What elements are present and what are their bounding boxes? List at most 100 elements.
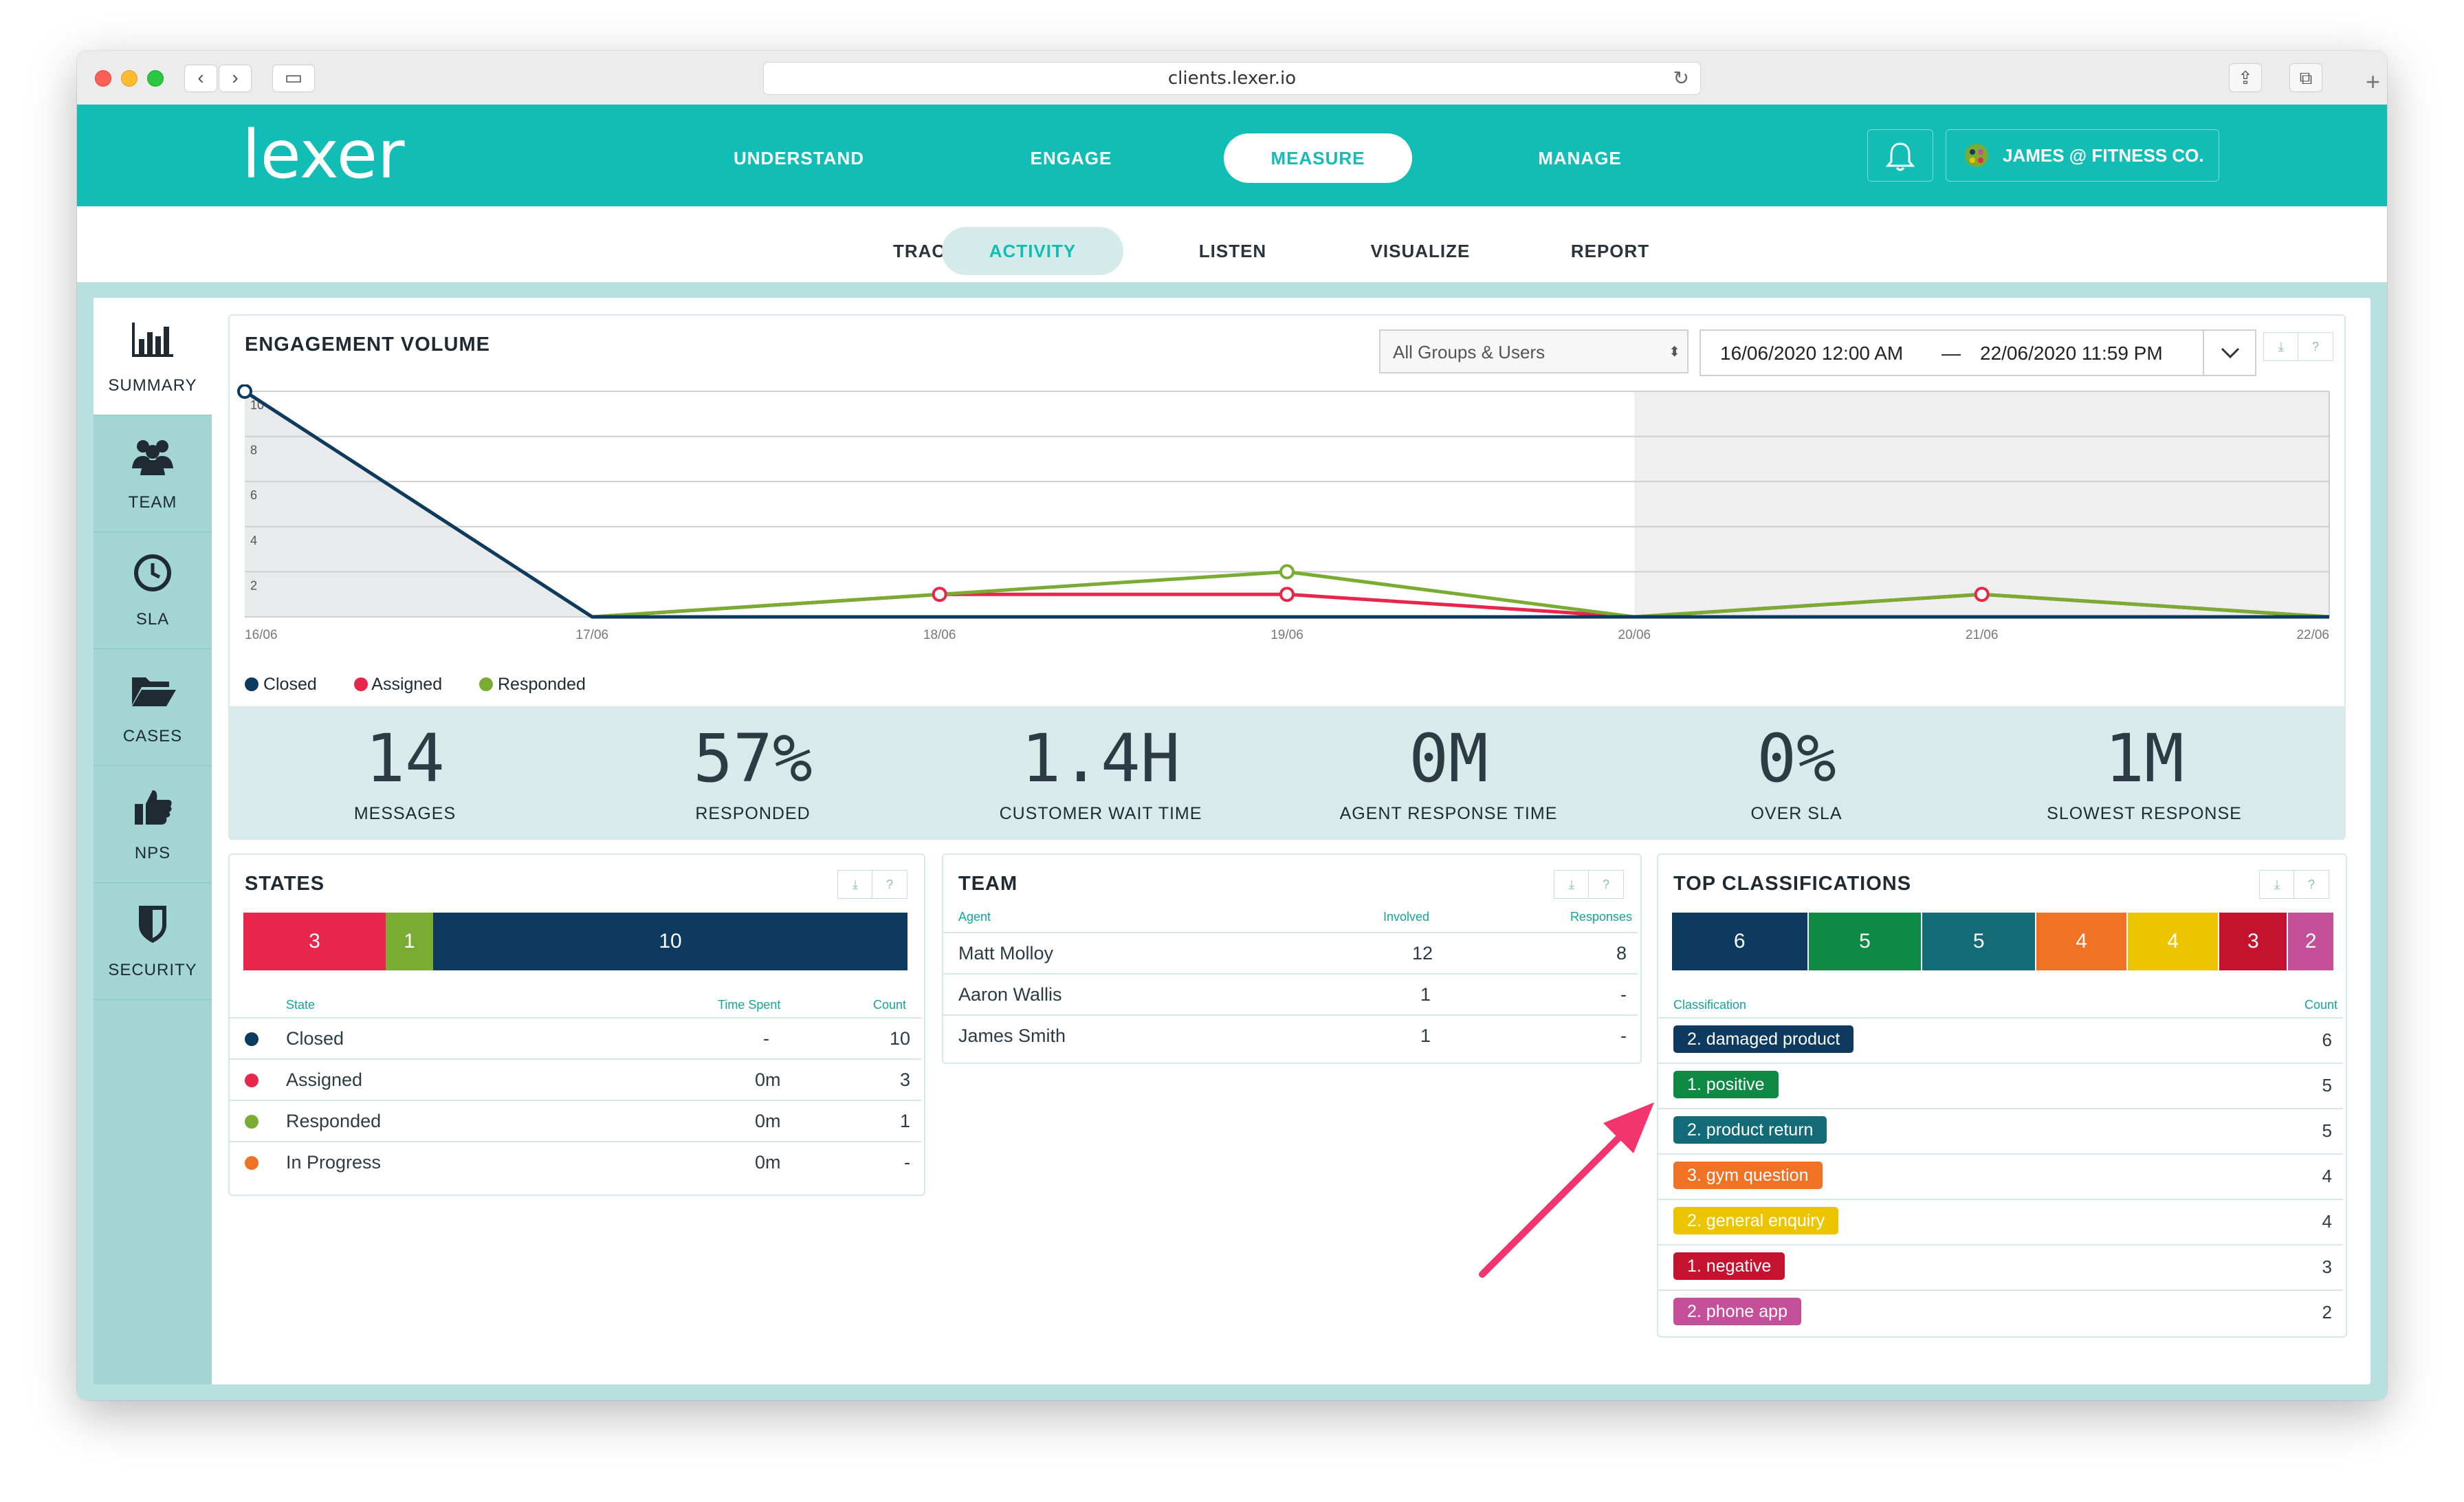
help-button[interactable]: ? xyxy=(2294,870,2329,899)
classification-tag[interactable]: 3. gym question xyxy=(1673,1162,1823,1189)
stat-label: RESPONDED xyxy=(695,804,811,823)
date-range-picker[interactable]: 16/06/2020 12:00 AM — 22/06/2020 11:59 P… xyxy=(1700,329,2256,376)
col-header-count: Count xyxy=(2304,998,2338,1012)
download-icon: ⤓ xyxy=(2274,878,2280,891)
chevron-right-icon: › xyxy=(232,67,239,88)
tabs-overview-button[interactable]: ⧉ xyxy=(2289,63,2322,92)
notifications-button[interactable] xyxy=(1867,129,1933,182)
sidebar-item-cases[interactable]: CASES xyxy=(94,649,212,766)
tab-listen[interactable]: LISTEN xyxy=(1198,241,1267,261)
nav-understand[interactable]: UNDERSTAND xyxy=(733,148,865,168)
states-bar-segment: 1 xyxy=(386,913,433,970)
date-dropdown-button[interactable] xyxy=(2203,331,2256,375)
classifications-stacked-bar: 6 5 5 4 4 3 2 xyxy=(1672,913,2333,970)
account-menu-button[interactable]: JAMES @ FITNESS CO. xyxy=(1946,129,2219,182)
data-point-assigned xyxy=(1279,587,1295,602)
tab-activity[interactable]: ACTIVITY xyxy=(942,227,1123,275)
classification-tag[interactable]: 2. damaged product xyxy=(1673,1025,1854,1053)
state-name: Responded xyxy=(286,1111,382,1131)
list-item[interactable]: 1. negative 3 xyxy=(1658,1244,2343,1291)
dashboard-panel: SUMMARY TEAM SLA xyxy=(94,298,2370,1384)
tab-report[interactable]: REPORT xyxy=(1570,241,1650,261)
sidebar-toggle-button[interactable]: ▭ xyxy=(272,65,315,92)
classification-count: 5 xyxy=(2322,1120,2332,1141)
classification-bar-segment: 5 xyxy=(1808,913,1922,970)
data-point-assigned xyxy=(1974,587,1990,602)
address-bar[interactable]: clients.lexer.io ↻ xyxy=(763,62,1701,95)
engagement-volume-card: ENGAGEMENT VOLUME All Groups & Users ⬍ 1… xyxy=(228,314,2346,840)
agent-responses: - xyxy=(1620,1025,1627,1046)
maximize-window-button[interactable] xyxy=(147,70,164,87)
agent-involved: 1 xyxy=(1420,1025,1431,1046)
download-button[interactable]: ⤓ xyxy=(2259,870,2295,899)
stat-label: SLOWEST RESPONSE xyxy=(2047,804,2242,823)
download-button[interactable]: ⤓ xyxy=(2263,332,2299,361)
agent-responses: 8 xyxy=(1616,943,1627,964)
url-text: clients.lexer.io xyxy=(1167,68,1297,89)
share-icon: ⇪ xyxy=(2238,67,2253,88)
state-count: 10 xyxy=(889,1028,910,1049)
sidebar-item-security[interactable]: SECURITY xyxy=(94,882,212,1000)
help-icon: ? xyxy=(1602,878,1609,891)
sidebar-item-sla[interactable]: SLA xyxy=(94,532,212,649)
classification-tag[interactable]: 2. phone app xyxy=(1673,1298,1801,1325)
date-start: 16/06/2020 12:00 AM xyxy=(1720,342,1904,364)
list-item[interactable]: 2. damaged product 6 xyxy=(1658,1017,2343,1064)
sidebar-item-team[interactable]: TEAM xyxy=(94,415,212,532)
state-name: Closed xyxy=(286,1028,344,1049)
tab-visualize[interactable]: VISUALIZE xyxy=(1370,241,1471,261)
forward-button[interactable]: › xyxy=(219,65,252,92)
browser-toolbar: ‹ › ▭ clients.lexer.io ↻ ⇪ ⧉ + xyxy=(77,51,2387,105)
list-item[interactable]: 2. general enquiry 4 xyxy=(1658,1199,2343,1245)
legend-dot-responded xyxy=(479,677,494,691)
classifications-title: TOP CLASSIFICATIONS xyxy=(1673,873,1912,895)
stat-over-sla: 0% OVER SLA xyxy=(1645,706,1948,838)
download-button[interactable]: ⤓ xyxy=(1554,870,1590,899)
stats-strip: 14 MESSAGES 57% RESPONDED 1.4H CUSTOMER … xyxy=(230,706,2344,838)
state-time: 0m xyxy=(755,1152,781,1173)
download-icon: ⤓ xyxy=(1569,878,1574,891)
stat-slowest-response: 1M SLOWEST RESPONSE xyxy=(1993,706,2296,838)
date-separator: — xyxy=(1942,342,1961,364)
classification-tag[interactable]: 1. negative xyxy=(1673,1252,1785,1280)
stat-value: 1M xyxy=(2104,720,2184,797)
legend-assigned: Assigned xyxy=(371,675,443,694)
date-end: 22/06/2020 11:59 PM xyxy=(1980,342,2163,364)
list-item[interactable]: 2. product return 5 xyxy=(1658,1108,2343,1155)
help-button[interactable]: ? xyxy=(2298,332,2333,361)
classification-tag[interactable]: 1. positive xyxy=(1673,1071,1779,1098)
sidebar-item-summary[interactable]: SUMMARY xyxy=(94,298,212,415)
nav-engage[interactable]: ENGAGE xyxy=(1030,148,1112,168)
col-header-agent: Agent xyxy=(958,910,991,924)
list-item[interactable]: 1. positive 5 xyxy=(1658,1063,2343,1109)
nav-measure[interactable]: MEASURE xyxy=(1224,133,1412,183)
state-color-dot xyxy=(245,1032,258,1046)
chevron-down-icon xyxy=(2221,347,2240,359)
minimize-window-button[interactable] xyxy=(121,70,138,87)
x-tick-label: 21/06 xyxy=(1966,628,1999,642)
classification-tag[interactable]: 2. general enquiry xyxy=(1673,1207,1839,1234)
account-name: JAMES @ FITNESS CO. xyxy=(2003,145,2204,166)
back-button[interactable]: ‹ xyxy=(184,65,217,92)
share-button[interactable]: ⇪ xyxy=(2229,63,2262,92)
group-user-select[interactable]: All Groups & Users ⬍ xyxy=(1379,329,1688,373)
agent-name: Aaron Wallis xyxy=(958,984,1062,1005)
sidebar-item-nps[interactable]: NPS xyxy=(94,765,212,883)
list-item[interactable]: 3. gym question 4 xyxy=(1658,1153,2343,1200)
legend-dot-closed xyxy=(245,677,258,691)
classification-tag[interactable]: 2. product return xyxy=(1673,1116,1827,1144)
reload-icon[interactable]: ↻ xyxy=(1673,67,1689,89)
help-button[interactable]: ? xyxy=(872,870,908,899)
state-color-dot xyxy=(245,1115,258,1129)
classification-count: 6 xyxy=(2322,1030,2332,1050)
help-button[interactable]: ? xyxy=(1588,870,1624,899)
table-row: Responded 0m 1 xyxy=(230,1100,921,1142)
download-button[interactable]: ⤓ xyxy=(837,870,873,899)
new-tab-button[interactable]: + xyxy=(2365,67,2380,96)
close-window-button[interactable] xyxy=(95,70,111,87)
lexer-logo[interactable]: lexer xyxy=(242,124,476,190)
stat-customer-wait: 1.4H CUSTOMER WAIT TIME xyxy=(949,706,1252,838)
nav-manage[interactable]: MANAGE xyxy=(1538,148,1622,168)
list-item[interactable]: 2. phone app 2 xyxy=(1658,1289,2343,1336)
